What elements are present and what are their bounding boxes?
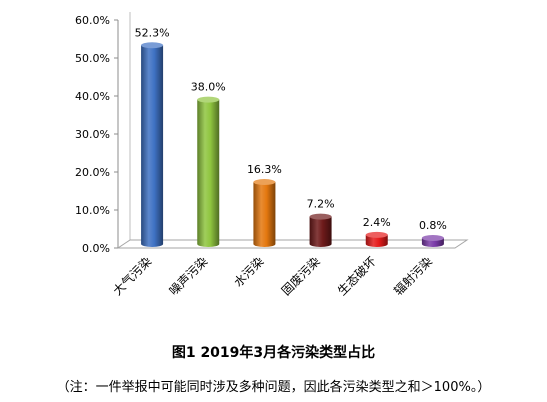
bar-top [141,42,164,49]
bar-body [309,216,332,247]
data-label: 52.3% [135,26,170,39]
bar-body [141,45,164,248]
bar [141,42,164,248]
bar-body [365,234,388,247]
bar [197,96,220,247]
y-tick-label: 30.0% [75,128,110,141]
bar-top [365,231,388,238]
y-tick-label: 10.0% [75,204,110,217]
chart-note: （注：一件举报中可能同时涉及多种问题，因此各污染类型之和＞100%。） [56,380,491,395]
bar [365,231,388,247]
data-label: 0.8% [419,219,447,232]
bar-top [421,235,444,241]
bar-top [197,96,220,103]
x-tick-label: 水污染 [230,254,266,290]
y-tick-label: 20.0% [75,166,110,179]
x-tick-label: 噪声污染 [166,254,211,299]
x-tick-label: 大气污染 [110,254,155,299]
bar-body [253,182,276,247]
x-tick-label: 辐射污染 [390,254,435,299]
bar-chart: 0.0% 10.0% 20.0% 30.0% 40.0% 50.0% 60.0% 52.3%… [75,12,469,299]
data-label: 16.3% [247,163,282,176]
y-tick-label: 50.0% [75,52,110,65]
chart-title: 图1 2019年3月各污染类型占比 [171,345,376,361]
bar [253,179,276,247]
bar [421,235,444,247]
data-label: 38.0% [191,81,226,94]
x-tick-label: 固废污染 [278,254,323,299]
bar-top [253,179,276,186]
y-tick-label: 60.0% [75,14,110,27]
bar-body [197,99,220,247]
data-label: 7.2% [307,198,335,211]
x-tick-label: 生态破坏 [334,254,379,299]
data-label: 2.4% [363,216,391,229]
y-tick-label: 40.0% [75,90,110,103]
chart-floor [116,239,469,249]
bar-top [309,213,332,220]
y-tick-label: 0.0% [82,242,110,255]
bars [141,42,444,248]
bar [309,213,332,247]
